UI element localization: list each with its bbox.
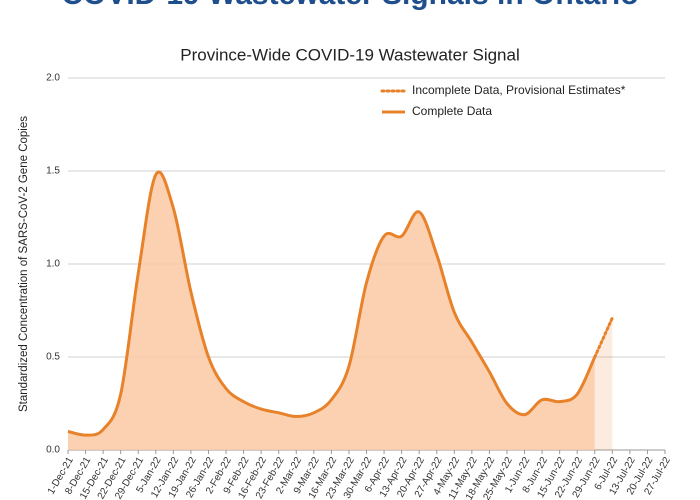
provisional-line — [593, 316, 614, 359]
line — [67, 170, 597, 437]
legend-label: Incomplete Data, Provisional Estimates* — [412, 83, 626, 97]
y-tick-label: 0.5 — [46, 352, 60, 363]
provisional-area — [594, 317, 613, 450]
legend-label: Complete Data — [412, 104, 492, 118]
area — [68, 172, 595, 450]
y-axis-label: Standardized Concentration of SARS-CoV-2… — [18, 116, 30, 412]
y-tick-label: 2.0 — [46, 73, 60, 84]
y-tick-label: 0.0 — [46, 445, 60, 456]
page-header: COVID-19 Wastewater Signals in Ontario — [61, 0, 638, 11]
y-tick-label: 1.0 — [46, 259, 60, 270]
chart-title: Province-Wide COVID-19 Wastewater Signal — [180, 45, 520, 64]
y-tick-label: 1.5 — [46, 166, 60, 177]
